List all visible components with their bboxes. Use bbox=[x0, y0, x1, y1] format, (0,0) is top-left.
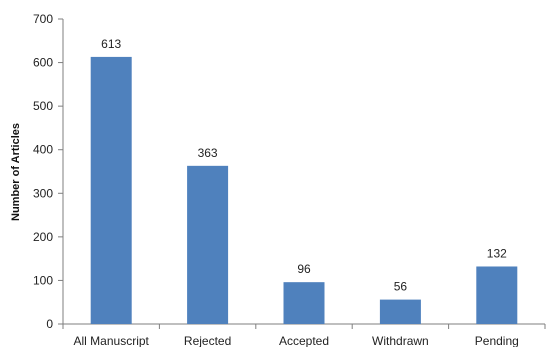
y-tick-label: 200 bbox=[33, 230, 53, 244]
data-labels: 613 363 96 56 132 bbox=[101, 37, 507, 294]
y-axis-ticks: 0 100 200 300 400 500 600 700 bbox=[33, 12, 63, 331]
x-category-label: Pending bbox=[475, 334, 519, 347]
y-tick-label: 400 bbox=[33, 143, 53, 157]
x-category-label: Accepted bbox=[279, 334, 329, 347]
x-category-label: Withdrawn bbox=[372, 334, 429, 347]
bar-value-label: 132 bbox=[487, 246, 507, 260]
bar-value-label: 56 bbox=[394, 280, 408, 294]
y-tick-label: 500 bbox=[33, 99, 53, 113]
x-category-label: All Manuscript bbox=[74, 334, 150, 347]
bar-value-label: 96 bbox=[297, 262, 311, 276]
axes bbox=[62, 19, 545, 325]
x-axis-categories: All Manuscript Rejected Accepted Withdrawn P… bbox=[62, 324, 546, 347]
y-tick-label: 600 bbox=[33, 56, 53, 70]
y-tick-label: 700 bbox=[33, 12, 53, 26]
x-category-label: Rejected bbox=[184, 334, 231, 347]
bar-value-label: 613 bbox=[101, 37, 121, 51]
y-tick-label: 0 bbox=[46, 317, 53, 331]
bars bbox=[90, 56, 518, 325]
bar bbox=[90, 56, 132, 325]
bar bbox=[379, 299, 421, 324]
y-tick-label: 300 bbox=[33, 186, 53, 200]
bar bbox=[187, 165, 229, 324]
bar bbox=[283, 282, 325, 324]
y-axis-title: Number of Articles bbox=[10, 123, 22, 221]
bar-value-label: 363 bbox=[198, 146, 218, 160]
y-tick-label: 100 bbox=[33, 273, 53, 287]
bar bbox=[476, 266, 518, 324]
